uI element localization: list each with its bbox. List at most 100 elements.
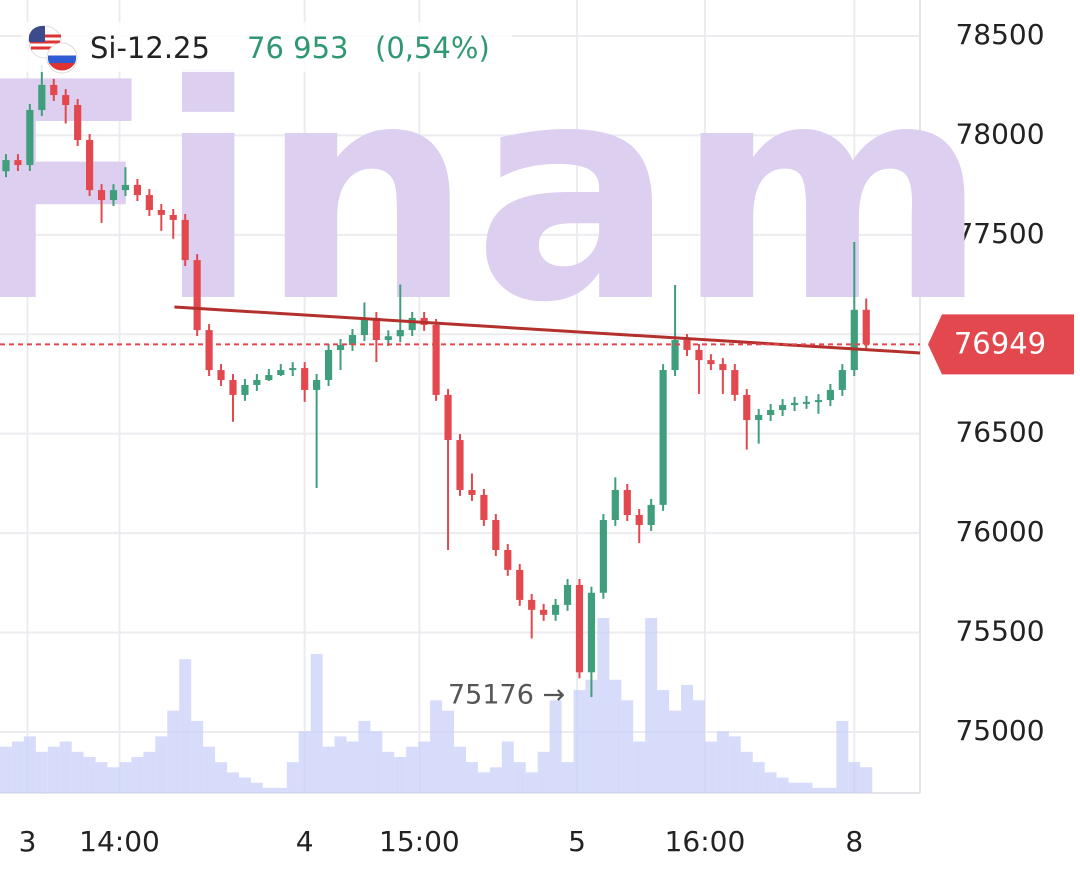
candle-body: [62, 95, 70, 105]
x-tick-label: 3: [19, 825, 37, 858]
candle-body: [86, 139, 94, 191]
x-tick-label: 14:00: [79, 825, 160, 858]
volume-bar: [501, 741, 514, 793]
candle-body: [217, 370, 225, 380]
volume-bar: [310, 654, 323, 793]
volume-bar: [119, 762, 132, 793]
volume-bar: [752, 762, 765, 793]
volume-bar: [11, 741, 24, 793]
candle-body: [731, 370, 739, 395]
volume-bar: [692, 700, 705, 793]
candle-body: [671, 340, 679, 371]
candle-body: [480, 494, 488, 520]
candle-body: [755, 414, 763, 420]
candle-body: [468, 489, 476, 495]
volume-bar: [191, 720, 204, 793]
volume-bar: [406, 746, 419, 793]
volume-bar: [836, 720, 849, 793]
volume-bar: [59, 741, 72, 793]
volume-bar: [465, 762, 478, 793]
candle-body: [145, 195, 153, 210]
candle-body: [313, 379, 321, 390]
volume-bar: [107, 767, 120, 793]
symbol: Si-12.25: [90, 31, 210, 65]
candle-body: [324, 349, 333, 380]
volume-bar: [597, 618, 610, 793]
volume-bar: [669, 710, 682, 793]
volume-bar: [489, 767, 502, 793]
candle-body: [850, 309, 858, 371]
watermark: Finam: [0, 19, 988, 368]
candle-body: [193, 260, 201, 331]
volume-bar: [430, 700, 443, 793]
candle-body: [623, 489, 631, 516]
candle-body: [14, 160, 22, 166]
header: Si-12.25 76 953 (0,54%): [22, 22, 512, 74]
x-tick-label: 16:00: [665, 825, 746, 858]
candle-body: [360, 317, 368, 336]
x-tick-label: 8: [845, 825, 863, 858]
volume-bar: [167, 710, 180, 793]
y-tick-label: 78500: [955, 18, 1044, 51]
volume-bar: [418, 741, 431, 793]
volume-bar: [513, 762, 526, 793]
volume-bar: [47, 746, 60, 793]
candle-body: [707, 360, 715, 365]
candle-body: [181, 219, 189, 261]
candle-body: [109, 190, 118, 201]
volume-bar: [454, 746, 466, 793]
volume-bar: [155, 736, 168, 793]
candle-body: [121, 184, 130, 191]
candle-body: [743, 394, 751, 420]
volume-bar: [131, 756, 144, 793]
candle-body: [826, 389, 834, 401]
candle-body: [408, 317, 416, 331]
candle-body: [599, 519, 607, 593]
low-annotation: 75176 →: [448, 679, 565, 710]
volume-bar: [860, 767, 873, 793]
volume-bar: [442, 710, 455, 793]
candle-body: [74, 104, 82, 140]
volume-bar: [346, 741, 359, 793]
candle-body: [540, 609, 548, 615]
volume-bar: [203, 746, 216, 793]
volume-bar: [382, 751, 395, 793]
candle-body: [635, 515, 643, 525]
flag-ru: [46, 42, 78, 74]
candle-body: [432, 324, 440, 395]
candle-body: [277, 370, 285, 376]
volume-bar: [657, 690, 670, 793]
volume-bar: [716, 731, 729, 793]
plot: 7500075500760007650077000775007800078500…: [0, 0, 1045, 858]
volume-bar: [238, 777, 251, 793]
candle-body: [157, 209, 165, 215]
candle-body: [659, 370, 667, 505]
volume-bar: [370, 731, 383, 793]
volume-bar: [740, 751, 753, 793]
candle-body: [372, 317, 380, 341]
candle-body: [205, 330, 213, 371]
volume-bar: [477, 772, 490, 793]
y-tick-label: 78000: [955, 117, 1044, 150]
y-tick-label: 75500: [955, 615, 1044, 648]
candle-body: [719, 364, 727, 371]
volume-bar: [250, 782, 263, 793]
x-tick-label: 4: [296, 825, 314, 858]
volume-bar: [83, 756, 96, 793]
volume-bar: [286, 762, 299, 793]
candle-body: [767, 410, 775, 415]
volume-bar: [322, 746, 335, 793]
y-tick-label: 77500: [955, 217, 1044, 250]
candle-body: [516, 569, 524, 600]
candle-body: [289, 368, 297, 371]
volume-bar: [728, 736, 741, 793]
volume-bar: [788, 782, 801, 793]
candle-body: [301, 368, 309, 390]
volume-bar: [812, 787, 825, 793]
y-tick-label: 75000: [955, 714, 1044, 747]
volume-bar: [298, 731, 311, 793]
volume-bar: [824, 787, 837, 793]
candle-body: [647, 504, 655, 525]
volume-bar: [215, 762, 228, 793]
candle-body: [802, 401, 811, 404]
